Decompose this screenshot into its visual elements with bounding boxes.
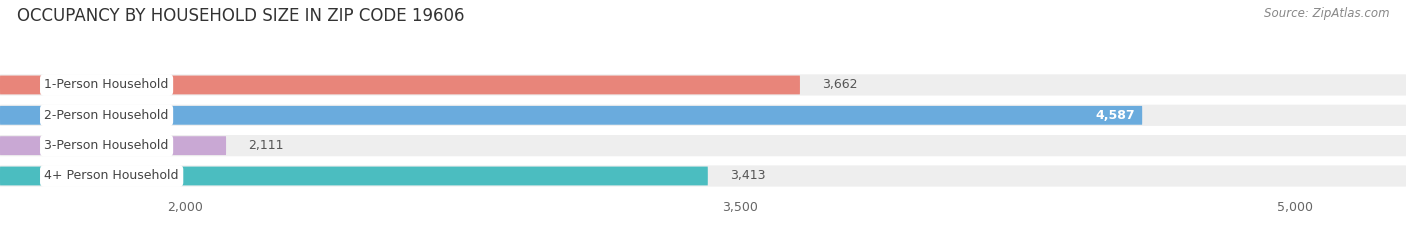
FancyBboxPatch shape <box>0 75 800 94</box>
FancyBboxPatch shape <box>0 136 226 155</box>
Text: 1-Person Household: 1-Person Household <box>45 79 169 92</box>
FancyBboxPatch shape <box>0 135 1406 156</box>
Text: 4,587: 4,587 <box>1095 109 1135 122</box>
Text: 3,662: 3,662 <box>823 79 858 92</box>
FancyBboxPatch shape <box>0 165 1406 187</box>
Text: Source: ZipAtlas.com: Source: ZipAtlas.com <box>1264 7 1389 20</box>
FancyBboxPatch shape <box>0 106 1142 125</box>
FancyBboxPatch shape <box>0 167 707 185</box>
FancyBboxPatch shape <box>0 74 1406 96</box>
FancyBboxPatch shape <box>0 105 1406 126</box>
Text: 2,111: 2,111 <box>249 139 284 152</box>
Text: 3-Person Household: 3-Person Household <box>45 139 169 152</box>
Text: 4+ Person Household: 4+ Person Household <box>45 169 179 182</box>
Text: 2-Person Household: 2-Person Household <box>45 109 169 122</box>
Text: OCCUPANCY BY HOUSEHOLD SIZE IN ZIP CODE 19606: OCCUPANCY BY HOUSEHOLD SIZE IN ZIP CODE … <box>17 7 464 25</box>
Text: 3,413: 3,413 <box>730 169 765 182</box>
